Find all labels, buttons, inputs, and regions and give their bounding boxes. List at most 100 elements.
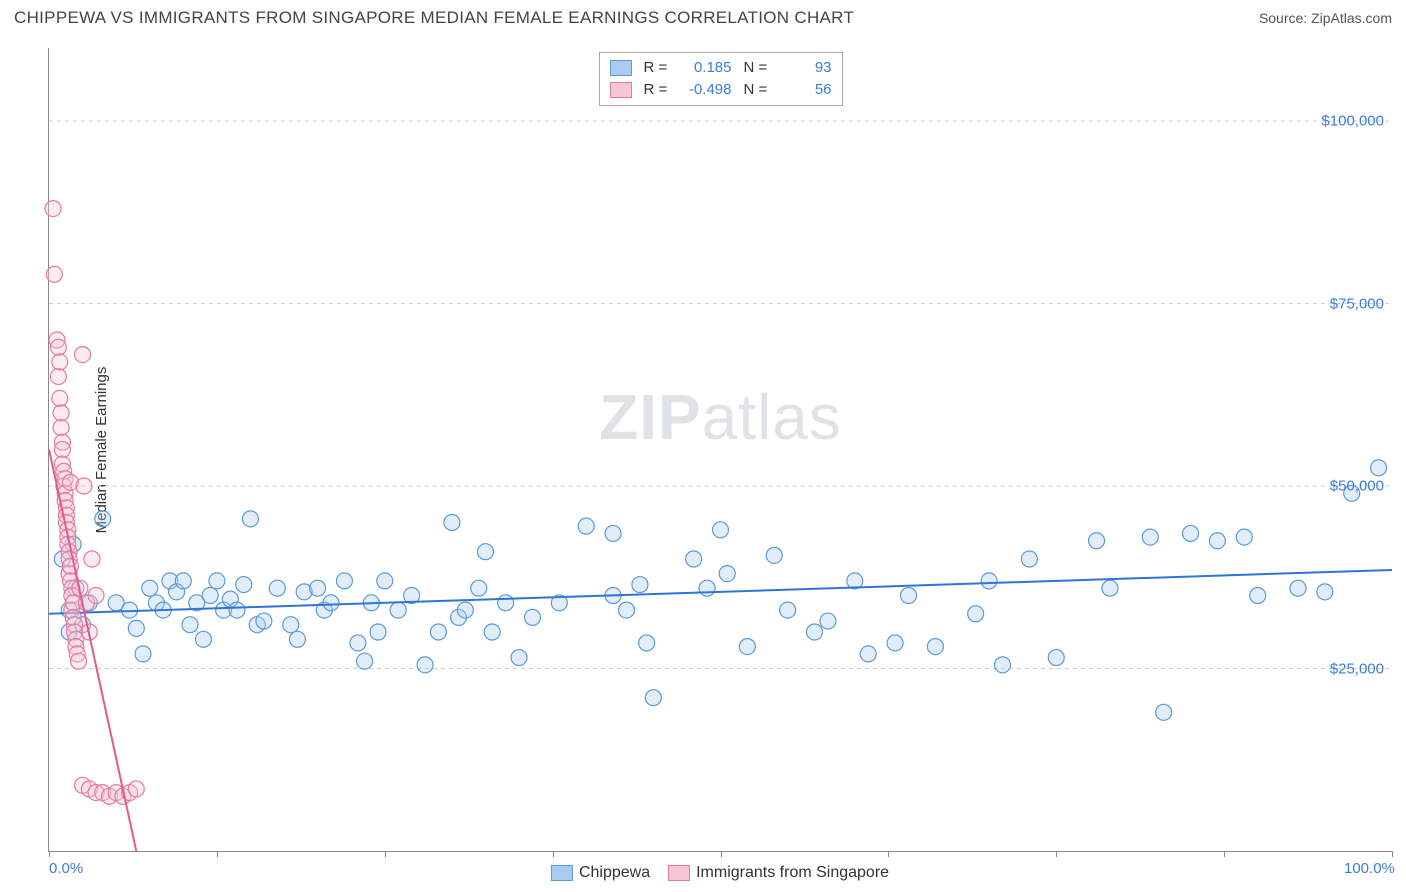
data-point [52,354,68,370]
data-point [484,624,500,640]
data-point [417,657,433,673]
series-legend-item: Chippewa [551,864,650,882]
legend-swatch [551,865,573,881]
series-label: Immigrants from Singapore [696,864,889,882]
data-point [53,405,69,421]
data-point [444,515,460,531]
data-point [807,624,823,640]
data-point [524,609,540,625]
data-point [1183,525,1199,541]
scatter-plot-svg [49,48,1392,851]
data-point [699,580,715,596]
data-point [511,650,527,666]
series-label: Chippewa [579,864,650,882]
data-point [639,635,655,651]
stats-row: R = 0.185 N = 93 [610,57,832,79]
data-point [719,566,735,582]
data-point [471,580,487,596]
data-point [209,573,225,589]
y-tick-label: $25,000 [1330,660,1384,677]
x-tick-label: 0.0% [49,860,83,877]
data-point [175,573,191,589]
data-point [686,551,702,567]
data-point [1209,533,1225,549]
data-point [75,347,91,363]
chart-container: Median Female Earnings ZIPatlas R = 0.18… [48,48,1392,852]
data-point [236,577,252,593]
data-point [1290,580,1306,596]
data-point [995,657,1011,673]
data-point [50,369,66,385]
data-point [84,551,100,567]
data-point [901,588,917,604]
legend-swatch [610,60,632,76]
data-point [390,602,406,618]
data-point [968,606,984,622]
data-point [128,781,144,797]
r-label: R = [644,79,672,101]
data-point [605,525,621,541]
data-point [202,588,218,604]
data-point [229,602,245,618]
data-point [1156,704,1172,720]
data-point [195,631,211,647]
plot-area: ZIPatlas R = 0.185 N = 93 R = -0.498 N =… [48,48,1392,852]
data-point [1250,588,1266,604]
stats-legend: R = 0.185 N = 93 R = -0.498 N = 56 [599,52,843,106]
stats-row: R = -0.498 N = 56 [610,79,832,101]
data-point [1021,551,1037,567]
r-value: 0.185 [680,57,732,79]
data-point [1089,533,1105,549]
legend-swatch [668,865,690,881]
data-point [887,635,903,651]
data-point [88,588,104,604]
data-point [632,577,648,593]
data-point [54,442,70,458]
source-attribution: Source: ZipAtlas.com [1259,10,1392,26]
data-point [1048,650,1064,666]
data-point [1317,584,1333,600]
data-point [350,635,366,651]
data-point [53,420,69,436]
data-point [981,573,997,589]
n-value: 93 [780,57,832,79]
data-point [71,653,87,669]
r-value: -0.498 [680,79,732,101]
data-point [477,544,493,560]
y-tick-label: $50,000 [1330,478,1384,495]
data-point [927,639,943,655]
series-legend-item: Immigrants from Singapore [668,864,889,882]
n-label: N = [744,57,772,79]
series-legend: Chippewa Immigrants from Singapore [551,864,889,882]
y-tick-label: $100,000 [1321,113,1384,130]
chart-title: CHIPPEWA VS IMMIGRANTS FROM SINGAPORE ME… [14,8,854,28]
data-point [766,547,782,563]
data-point [310,580,326,596]
data-point [713,522,729,538]
data-point [256,613,272,629]
data-point [50,339,66,355]
data-point [142,580,158,596]
data-point [336,573,352,589]
data-point [46,266,62,282]
data-point [1102,580,1118,596]
data-point [370,624,386,640]
data-point [76,478,92,494]
data-point [618,602,634,618]
data-point [242,511,258,527]
data-point [430,624,446,640]
data-point [820,613,836,629]
r-label: R = [644,57,672,79]
data-point [739,639,755,655]
data-point [578,518,594,534]
data-point [135,646,151,662]
data-point [780,602,796,618]
n-value: 56 [780,79,832,101]
data-point [269,580,285,596]
data-point [289,631,305,647]
data-point [1142,529,1158,545]
data-point [1371,460,1387,476]
data-point [1236,529,1252,545]
y-tick-label: $75,000 [1330,295,1384,312]
data-point [323,595,339,611]
